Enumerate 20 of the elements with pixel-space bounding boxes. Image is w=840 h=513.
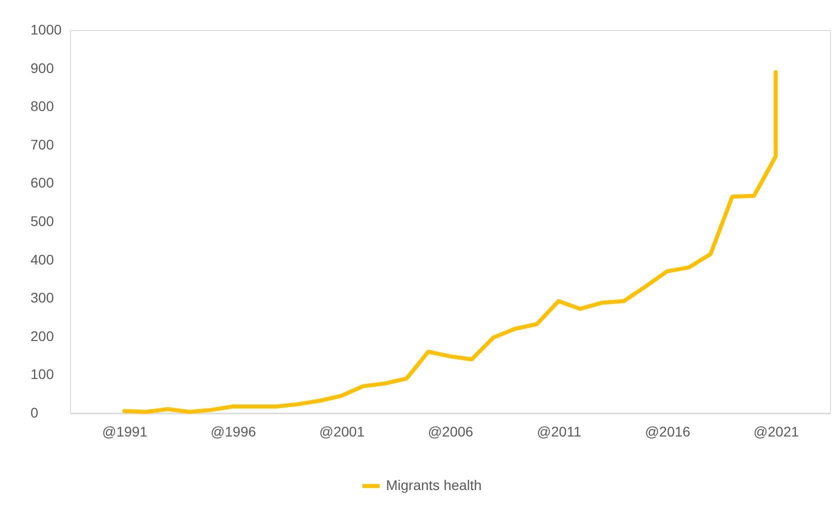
x-tick-label: @2011: [536, 424, 582, 440]
legend-label: Migrants health: [386, 477, 482, 493]
y-tick-label: 100: [30, 366, 54, 382]
y-tick-label: 800: [30, 98, 54, 114]
x-tick-label: @2006: [428, 424, 474, 440]
y-tick-label: 600: [30, 174, 54, 191]
x-tick-label: @2001: [319, 424, 365, 440]
y-tick-label: 0: [30, 404, 38, 420]
line-series: [122, 70, 778, 414]
y-tick-label: 900: [30, 60, 54, 76]
y-tick-label: 300: [30, 290, 54, 306]
y-tick-label: 500: [30, 213, 54, 229]
y-tick-label: 700: [30, 136, 54, 152]
y-tick-label: 1000: [30, 22, 62, 38]
x-tick-label: @2016: [644, 424, 691, 440]
x-tick-label: @1991: [102, 424, 148, 440]
x-tick-label: @2021: [754, 424, 800, 440]
y-tick-label: 400: [30, 251, 54, 268]
y-tick-label: 200: [30, 328, 54, 344]
x-tick-label: @1996: [210, 424, 256, 440]
